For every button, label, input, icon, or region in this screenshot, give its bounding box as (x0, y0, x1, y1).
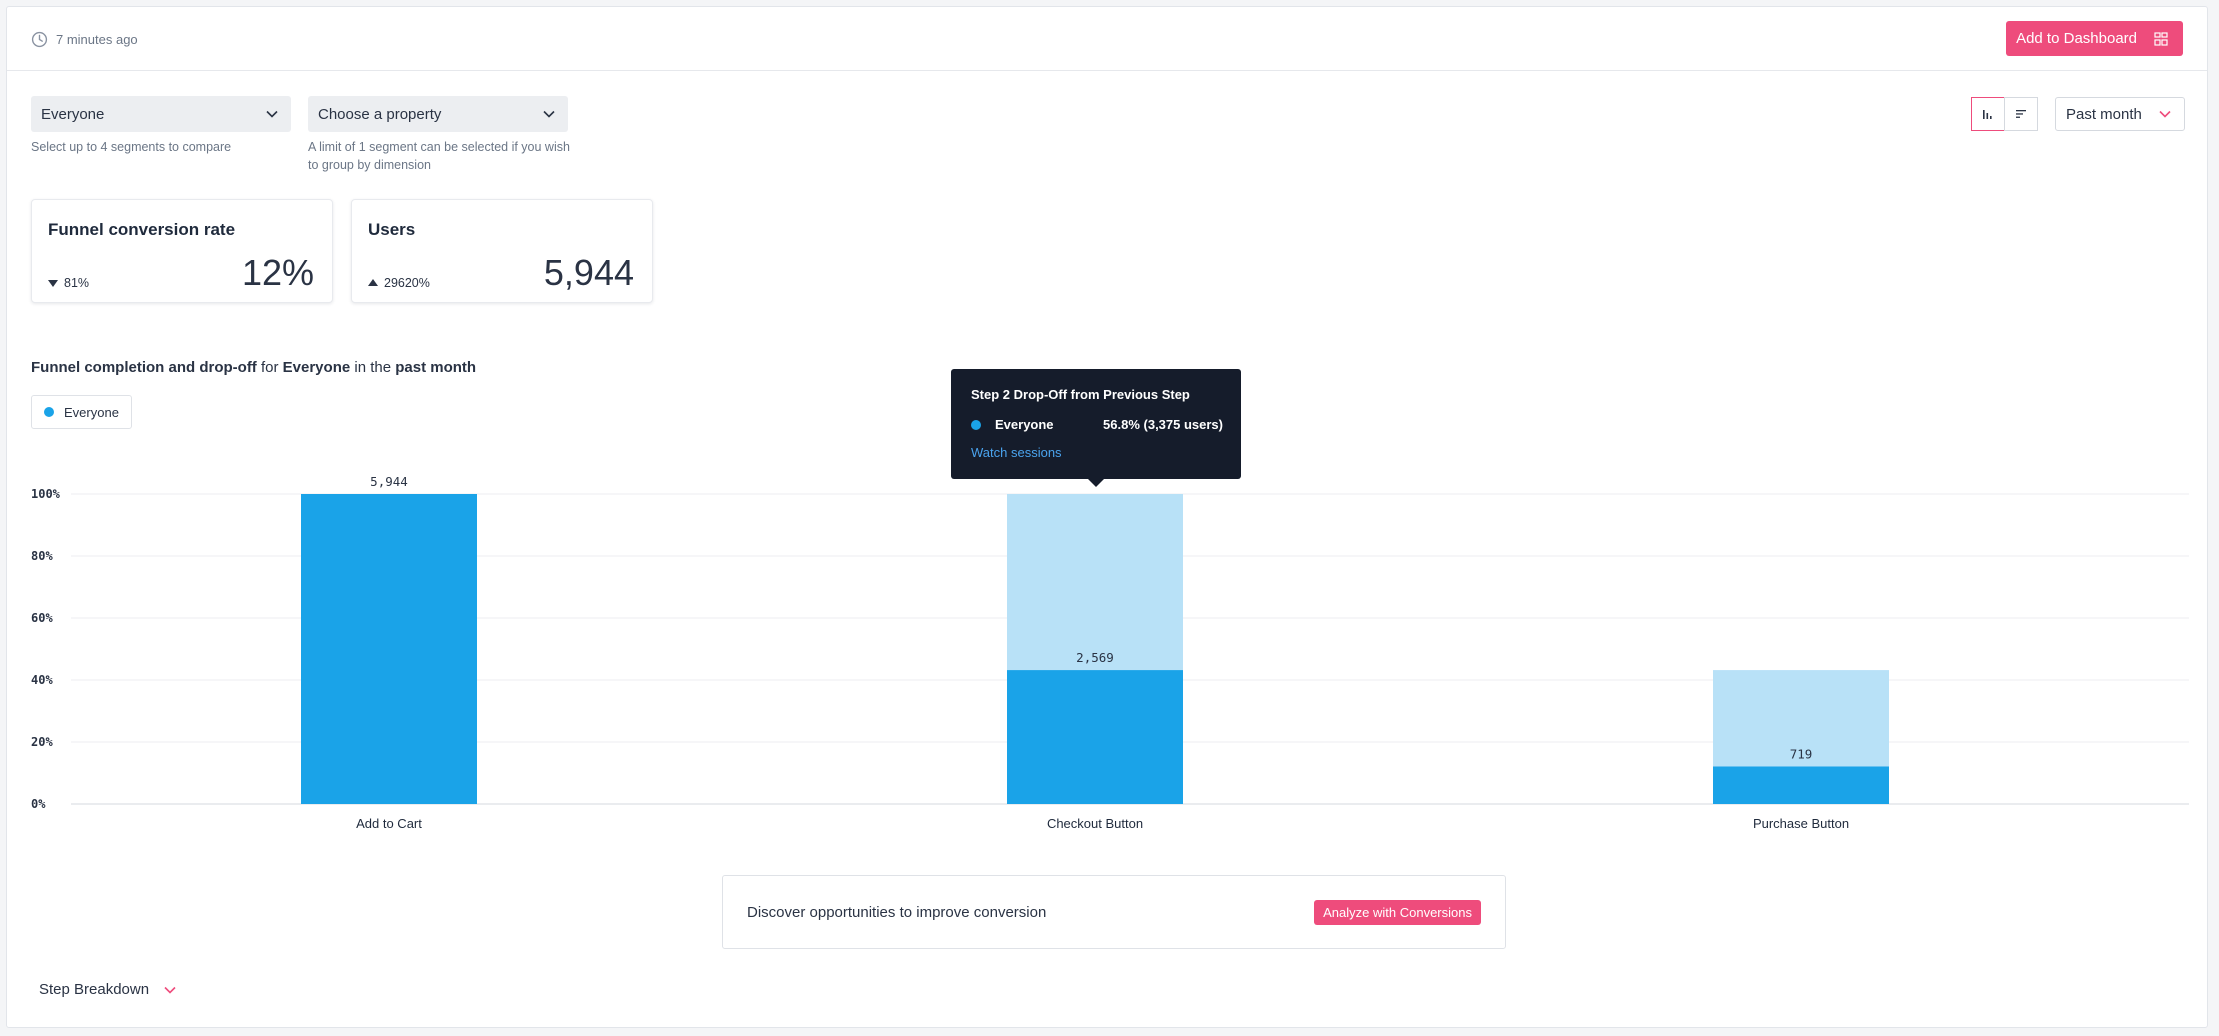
card-delta-value: 81% (64, 276, 90, 290)
tooltip-row: Everyone 56.8% (3,375 users) (971, 417, 1223, 432)
chevron-down-icon (2159, 110, 2171, 118)
clock-icon (31, 31, 48, 48)
property-select-value: Choose a property (318, 105, 442, 123)
dropoff-bar (1713, 670, 1889, 767)
funnel-chart: 0% 20% 40% 60% 80% 100% 5,944 Add to Cart 2,569 C… (31, 474, 2189, 831)
last-updated: 7 minutes ago (31, 31, 138, 48)
property-helper: A limit of 1 segment can be selected if … (308, 140, 570, 172)
chevron-down-icon (266, 110, 278, 118)
list-view-button[interactable] (2004, 97, 2038, 131)
bar-chart-icon (1983, 110, 1992, 119)
tooltip-series-name: Everyone (995, 417, 1054, 432)
chart-title: Funnel completion and drop-off for Every… (31, 359, 477, 376)
segment-helper: Select up to 4 segments to compare (31, 140, 232, 154)
y-tick-label: 80% (31, 549, 53, 563)
completion-bar (1713, 766, 1889, 804)
tooltip-swatch (971, 419, 981, 430)
card-value: 12% (241, 252, 314, 293)
legend-label: Everyone (64, 404, 119, 420)
card-delta-value: 29620% (384, 276, 430, 290)
watch-sessions-link[interactable]: Watch sessions (971, 445, 1062, 460)
drop-off-tooltip: Step 2 Drop-Off from Previous Step Every… (951, 369, 1241, 487)
tooltip-title: Step 2 Drop-Off from Previous Step (971, 387, 1190, 402)
conversion-rate-card: Funnel conversion rate 81% 12% (31, 199, 333, 303)
date-range-value: Past month (2066, 105, 2142, 123)
bar-value-label: 5,944 (370, 474, 408, 489)
date-range-select[interactable]: Past month (2055, 97, 2185, 131)
chevron-down-icon (164, 986, 176, 994)
last-updated-text: 7 minutes ago (56, 32, 138, 47)
y-tick-label: 100% (31, 487, 61, 501)
completion-bar (1007, 670, 1183, 804)
y-tick-label: 60% (31, 611, 53, 625)
bar-view-button[interactable] (1971, 97, 2005, 131)
y-tick-label: 20% (31, 735, 53, 749)
y-tick-label: 0% (31, 797, 46, 811)
list-icon (2016, 110, 2026, 118)
segment-select[interactable]: Everyone (31, 96, 291, 132)
card-value: 5,944 (543, 252, 634, 293)
triangle-up-icon (368, 279, 378, 286)
card-title: Funnel conversion rate (48, 220, 236, 239)
analyze-conversions-button[interactable]: Analyze with Conversions (1314, 900, 1481, 925)
chevron-down-icon (543, 110, 555, 118)
triangle-down-icon (48, 280, 58, 287)
bar-value-label: 2,569 (1076, 650, 1114, 665)
discover-text: Discover opportunities to improve conver… (747, 904, 1047, 921)
step-breakdown-label: Step Breakdown (39, 981, 150, 998)
segment-select-value: Everyone (41, 105, 105, 123)
step-breakdown-toggle[interactable]: Step Breakdown (39, 981, 177, 998)
card-title: Users (368, 220, 416, 239)
card-delta: 81% (48, 276, 89, 290)
add-to-dashboard-button[interactable]: Add to Dashboard (2006, 21, 2183, 56)
discover-banner: Discover opportunities to improve conver… (722, 875, 1506, 949)
property-select[interactable]: Choose a property (308, 96, 568, 132)
card-delta: 29620% (368, 276, 430, 290)
view-toggle (1971, 97, 2038, 131)
bar-value-label: 719 (1790, 746, 1813, 761)
funnel-panel: 7 minutes ago Add to Dashboard Everyone … (6, 6, 2208, 1028)
top-bar: 7 minutes ago Add to Dashboard (7, 7, 2207, 71)
users-card: Users 29620% 5,944 (351, 199, 653, 303)
add-to-dashboard-label: Add to Dashboard (2016, 30, 2137, 47)
chart-legend[interactable]: Everyone (31, 395, 132, 429)
legend-swatch (44, 407, 54, 417)
grid-icon (2154, 31, 2168, 46)
completion-bar (301, 494, 477, 804)
y-tick-label: 40% (31, 673, 53, 687)
dropoff-bar (1007, 494, 1183, 671)
x-category-label: Add to Cart (356, 816, 422, 831)
x-category-label: Purchase Button (1753, 816, 1849, 831)
tooltip-value: 56.8% (3,375 users) (1103, 417, 1223, 432)
x-category-label: Checkout Button (1047, 816, 1143, 831)
